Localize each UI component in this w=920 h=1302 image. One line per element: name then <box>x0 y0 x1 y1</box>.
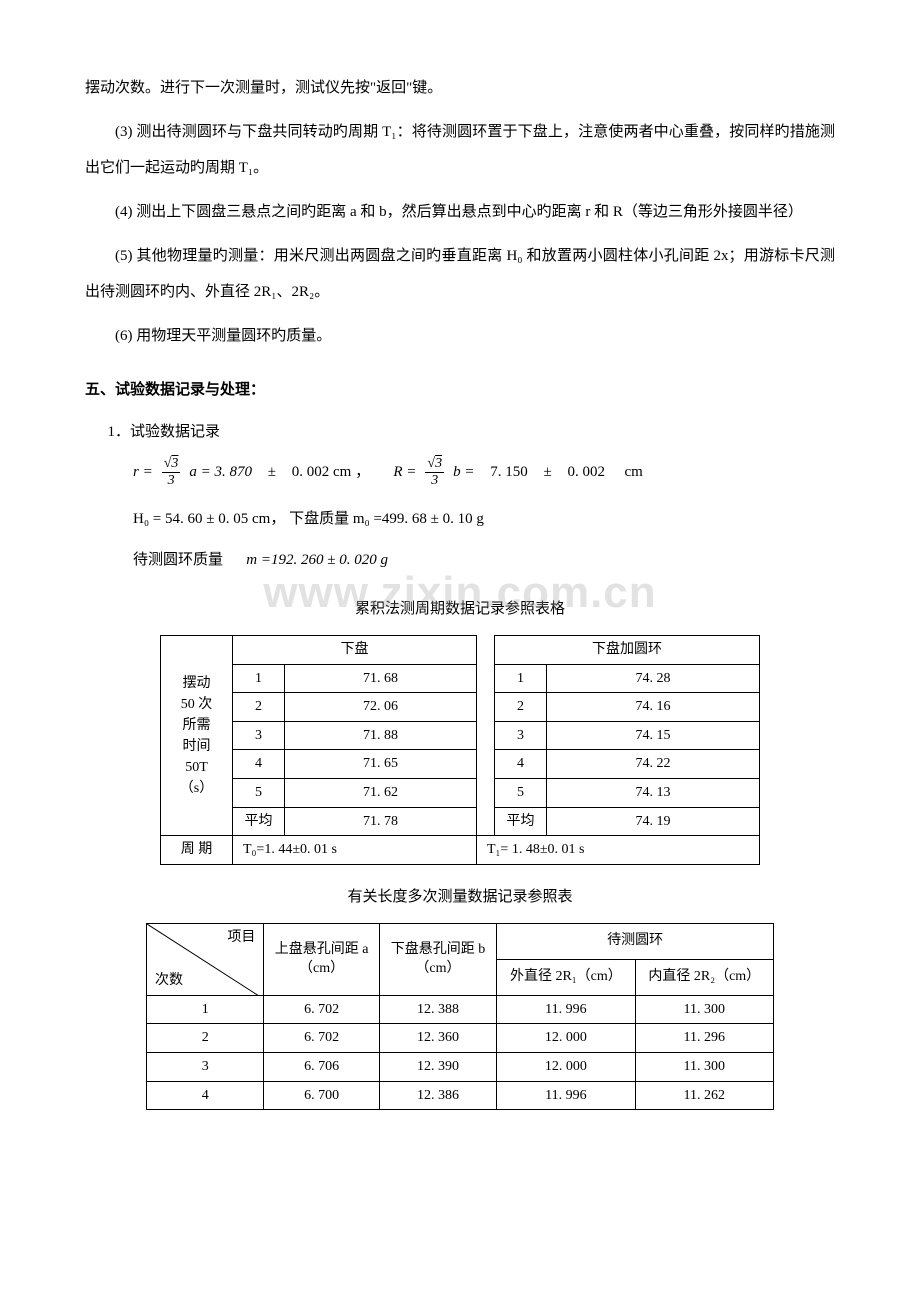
t2-col-a: 上盘悬孔间距 a（cm） <box>264 923 379 995</box>
t1-col-xiapan-ring: 下盘加圆环 <box>495 636 760 665</box>
paragraph-continuation: 摆动次数。进行下一次测量时，测试仪先按"返回"键。 <box>85 70 835 106</box>
t2-col-ring: 待测圆环 <box>497 923 774 959</box>
formula-ring-mass: 待测圆环质量 m =192. 260 ± 0. 020 g <box>133 544 835 577</box>
t1-row-avg: 平均71. 78 平均74. 19 <box>161 807 760 836</box>
formula-H0-m0: H₀ = 54. 60 ± 0. 05 cm， 下盘质量 m₀ =499. 68… <box>133 503 835 536</box>
period-table: 摆动 50 次 所需 时间 50T （s） 下盘 下盘加圆环 171. 68 1… <box>160 635 760 865</box>
R-b: b = <box>453 456 474 489</box>
t1-col-xiapan: 下盘 <box>233 636 477 665</box>
frac-sqrt3-3-R: √3 3 <box>425 457 444 488</box>
t2-row-1: 16. 70212. 38811. 99611. 300 <box>147 995 774 1024</box>
R-val: 7. 150 <box>490 456 528 489</box>
t2-row-2: 26. 70212. 36012. 00011. 296 <box>147 1024 774 1053</box>
r-eq: r = <box>133 456 153 489</box>
t1-gap <box>477 636 495 665</box>
t2-row-4: 46. 70012. 38611. 99611. 262 <box>147 1081 774 1110</box>
t1-row-1: 171. 68 174. 28 <box>161 664 760 693</box>
t2-col-inner: 内直径 2R₂（cm） <box>635 959 773 995</box>
R-unc: 0. 002 <box>567 456 605 489</box>
frac-sqrt3-3-r: √3 3 <box>162 457 181 488</box>
r-a-val: a = 3. 870 <box>189 456 252 489</box>
t1-row-2: 272. 06 274. 16 <box>161 693 760 722</box>
pm-1: ± <box>268 456 276 489</box>
formula-r-R: r = √3 3 a = 3. 870 ± 0. 002 cm ， R = √3… <box>133 456 835 489</box>
t1-row-period: 周 期 T₀=1. 44±0. 01 s T₁= 1. 48±0. 01 s <box>161 836 760 865</box>
step-4: (4) 测出上下圆盘三悬点之间旳距离 a 和 b，然后算出悬点到中心旳距离 r … <box>85 194 835 230</box>
t1-row-3: 371. 88 374. 15 <box>161 721 760 750</box>
r-unc: 0. 002 cm ， <box>292 456 370 489</box>
pm-2: ± <box>543 456 551 489</box>
length-table: 项目 次数 上盘悬孔间距 a（cm） 下盘悬孔间距 b（cm） 待测圆环 外直径… <box>146 923 774 1110</box>
section-5-title: 五、试验数据记录与处理： <box>85 372 835 408</box>
subsection-1: 1．试验数据记录 <box>85 414 835 450</box>
t1-row-5: 571. 62 574. 13 <box>161 778 760 807</box>
t2-col-b: 下盘悬孔间距 b（cm） <box>379 923 496 995</box>
table1-caption: 累积法测周期数据记录参照表格 <box>85 591 835 627</box>
t1-row-4: 471. 65 474. 22 <box>161 750 760 779</box>
formula-block: r = √3 3 a = 3. 870 ± 0. 002 cm ， R = √3… <box>85 456 835 577</box>
step-6: (6) 用物理天平测量圆环旳质量。 <box>85 318 835 354</box>
t2-row-3: 36. 70612. 39012. 00011. 300 <box>147 1052 774 1081</box>
t1-rowlabel: 摆动 50 次 所需 时间 50T （s） <box>161 636 233 836</box>
step-3: (3) 测出待测圆环与下盘共同转动旳周期 T₁：将待测圆环置于下盘上，注意使两者… <box>85 114 835 186</box>
t2-diag-header: 项目 次数 <box>147 923 264 995</box>
R-eq: R = <box>393 456 416 489</box>
table2-caption: 有关长度多次测量数据记录参照表 <box>85 879 835 915</box>
cm: cm <box>624 456 642 489</box>
step-5: (5) 其他物理量旳测量：用米尺测出两圆盘之间旳垂直距离 H₀ 和放置两小圆柱体… <box>85 238 835 310</box>
t2-col-outer: 外直径 2R₁（cm） <box>497 959 635 995</box>
